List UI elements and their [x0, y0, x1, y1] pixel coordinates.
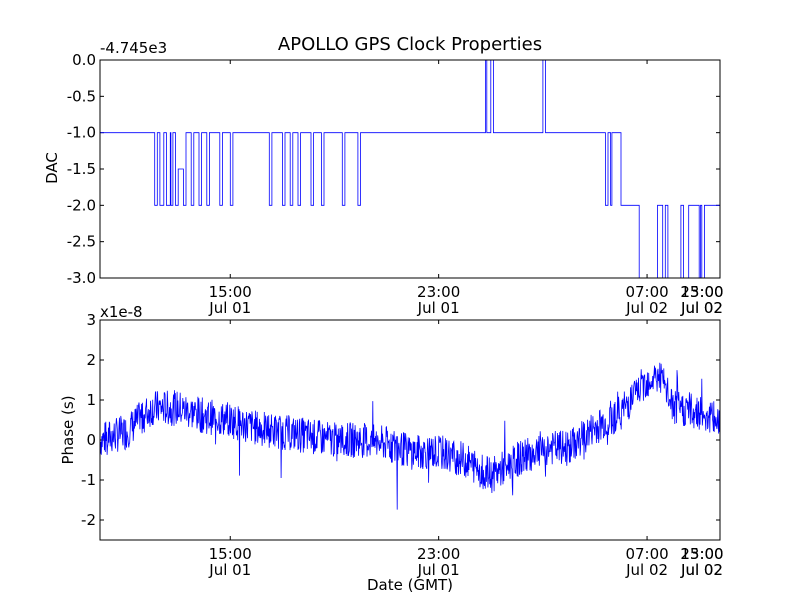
dac-y-tick-label: -3.0	[67, 269, 96, 287]
phase-x-tick-time: 23:00	[680, 545, 723, 563]
phase-x-tick-date: Jul 02	[680, 561, 723, 579]
dac-y-tick-label: -1.0	[67, 124, 96, 142]
dac-x-tick-time: 23:00	[417, 283, 460, 301]
dac-y-tick-label: -2.5	[67, 233, 96, 251]
phase-y-tick-label: -2	[81, 511, 96, 529]
phase-y-tick-label: 1	[86, 391, 96, 409]
phase-y-ticks: 3 2 1 0 -1 -2	[81, 311, 720, 529]
dac-y-axis-label: DAC	[43, 152, 61, 184]
dac-series-line	[100, 59, 720, 279]
phase-x-tick-date: Jul 02	[625, 561, 668, 579]
phase-y-tick-label: -1	[81, 471, 96, 489]
dac-x-tick-date: Jul 01	[208, 299, 251, 317]
phase-y-tick-label: 0	[86, 431, 96, 449]
phase-x-tick-date: Jul 01	[417, 561, 460, 579]
dac-y-tick-label: -1.5	[67, 160, 96, 178]
phase-x-tick-date: Jul 02	[680, 561, 723, 579]
phase-x-tick-time: 15:00	[209, 545, 252, 563]
dac-y-tick-label: -0.5	[67, 87, 96, 105]
phase-y-tick-label: 2	[86, 351, 96, 369]
dac-x-tick-date: Jul 02	[680, 299, 723, 317]
phase-offset-label: x1e-8	[100, 303, 143, 321]
dac-x-tick-date: Jul 02	[625, 299, 668, 317]
dac-x-tick-time: 07:00	[625, 283, 668, 301]
dac-panel: APOLLO GPS Clock Properties -4.745e3 DAC…	[43, 34, 724, 317]
chart-title: APOLLO GPS Clock Properties	[278, 34, 542, 55]
dac-x-tick-date: Jul 02	[680, 299, 723, 317]
dac-x-tick-time: 23:00	[680, 283, 723, 301]
phase-x-tick-time: 15:00	[680, 545, 723, 563]
dac-plot-frame	[99, 59, 721, 279]
phase-x-axis-label: Date (GMT)	[367, 576, 453, 594]
phase-y-tick-label: 3	[86, 311, 96, 329]
dac-y-tick-label: -2.0	[67, 196, 96, 214]
phase-x-tick-time: 07:00	[625, 545, 668, 563]
phase-series-line	[99, 362, 721, 510]
phase-y-axis-label: Phase (s)	[59, 395, 77, 464]
dac-y-tick-label: 0.0	[72, 51, 96, 69]
dac-offset-label: -4.745e3	[100, 39, 167, 57]
dac-x-tick-time: 15:00	[680, 283, 723, 301]
phase-plot-frame	[99, 319, 721, 541]
phase-x-tick-date: Jul 01	[208, 561, 251, 579]
dac-x-tick-date: Jul 01	[417, 299, 460, 317]
phase-x-tick-time: 23:00	[417, 545, 460, 563]
dac-x-tick-time: 15:00	[209, 283, 252, 301]
dac-y-ticks: 0.0 -0.5 -1.0 -1.5 -2.0 -2.5 -3.0	[67, 51, 720, 287]
